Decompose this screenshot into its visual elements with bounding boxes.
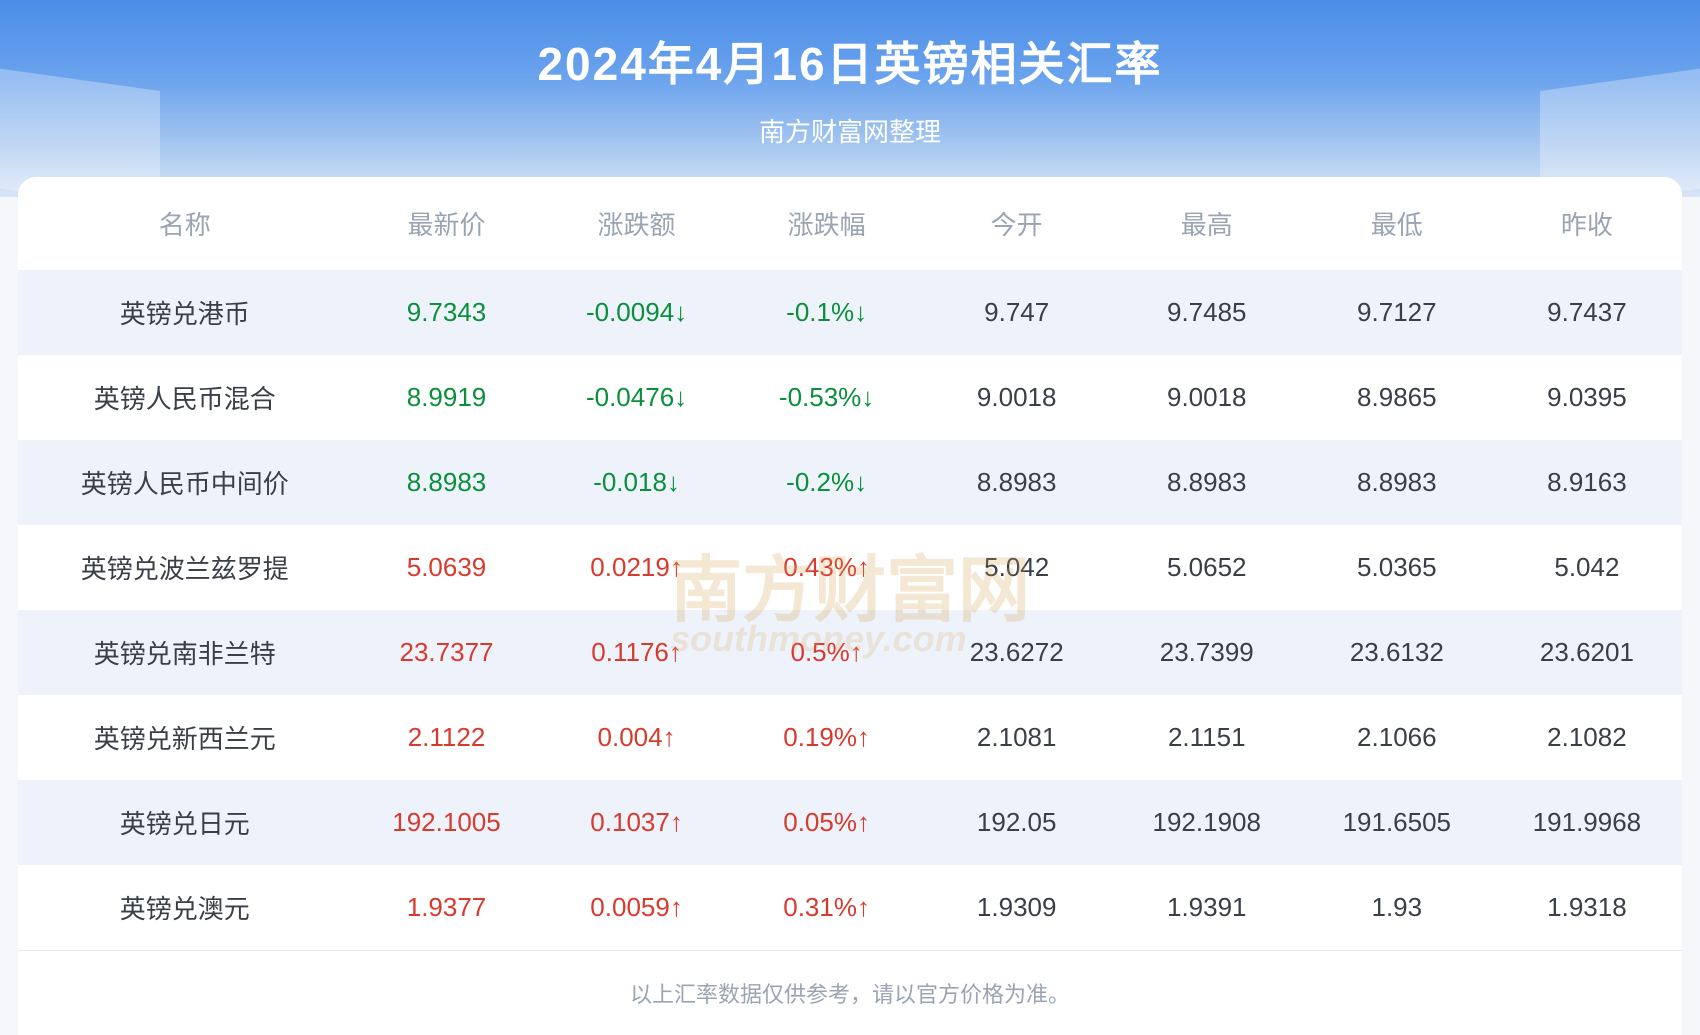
cell-high: 5.0652 (1112, 525, 1302, 610)
rates-table: 名称 最新价 涨跌额 涨跌幅 今开 最高 最低 昨收 英镑兑港币9.7343-0… (18, 177, 1682, 950)
cell-name: 英镑人民币混合 (18, 355, 351, 440)
cell-name: 英镑兑波兰兹罗提 (18, 525, 351, 610)
cell-chg: -0.018↓ (542, 440, 732, 525)
cell-prev: 23.6201 (1492, 610, 1682, 695)
table-row: 英镑人民币中间价8.8983-0.018↓-0.2%↓8.89838.89838… (18, 440, 1682, 525)
cell-prev: 2.1082 (1492, 695, 1682, 780)
col-open: 今开 (922, 177, 1112, 270)
cell-open: 1.9309 (922, 865, 1112, 950)
cell-last: 1.9377 (351, 865, 541, 950)
col-name: 名称 (18, 177, 351, 270)
cell-chg: -0.0476↓ (542, 355, 732, 440)
cell-pct: 0.31%↑ (732, 865, 922, 950)
col-pct: 涨跌幅 (732, 177, 922, 270)
cell-pct: -0.53%↓ (732, 355, 922, 440)
cell-prev: 9.7437 (1492, 270, 1682, 355)
cell-pct: -0.2%↓ (732, 440, 922, 525)
cell-name: 英镑兑日元 (18, 780, 351, 865)
cell-name: 英镑人民币中间价 (18, 440, 351, 525)
table-row: 英镑兑日元192.10050.1037↑0.05%↑192.05192.1908… (18, 780, 1682, 865)
cell-low: 23.6132 (1302, 610, 1492, 695)
cell-last: 2.1122 (351, 695, 541, 780)
cell-prev: 1.9318 (1492, 865, 1682, 950)
cell-last: 8.9919 (351, 355, 541, 440)
cell-prev: 9.0395 (1492, 355, 1682, 440)
page-container: 2024年4月16日英镑相关汇率 南方财富网整理 南方财富网 southmone… (0, 0, 1700, 1000)
table-row: 英镑兑澳元1.93770.0059↑0.31%↑1.93091.93911.93… (18, 865, 1682, 950)
cell-name: 英镑兑澳元 (18, 865, 351, 950)
cell-prev: 191.9968 (1492, 780, 1682, 865)
col-last: 最新价 (351, 177, 541, 270)
disclaimer: 以上汇率数据仅供参考，请以官方价格为准。 (18, 950, 1682, 1035)
cell-high: 9.0018 (1112, 355, 1302, 440)
cell-pct: 0.43%↑ (732, 525, 922, 610)
page-header: 2024年4月16日英镑相关汇率 南方财富网整理 (0, 0, 1700, 197)
cell-prev: 8.9163 (1492, 440, 1682, 525)
cell-last: 192.1005 (351, 780, 541, 865)
page-subtitle: 南方财富网整理 (0, 112, 1700, 149)
cell-pct: 0.19%↑ (732, 695, 922, 780)
cell-high: 8.8983 (1112, 440, 1302, 525)
page-title: 2024年4月16日英镑相关汇率 (0, 28, 1700, 94)
cell-high: 1.9391 (1112, 865, 1302, 950)
cell-low: 9.7127 (1302, 270, 1492, 355)
cell-open: 8.8983 (922, 440, 1112, 525)
cell-low: 191.6505 (1302, 780, 1492, 865)
cell-pct: 0.5%↑ (732, 610, 922, 695)
cell-chg: 0.004↑ (542, 695, 732, 780)
table-body: 英镑兑港币9.7343-0.0094↓-0.1%↓9.7479.74859.71… (18, 270, 1682, 950)
cell-low: 5.0365 (1302, 525, 1492, 610)
cell-last: 9.7343 (351, 270, 541, 355)
cell-last: 8.8983 (351, 440, 541, 525)
cell-low: 8.9865 (1302, 355, 1492, 440)
col-low: 最低 (1302, 177, 1492, 270)
col-prev: 昨收 (1492, 177, 1682, 270)
cell-low: 1.93 (1302, 865, 1492, 950)
cell-open: 9.747 (922, 270, 1112, 355)
cell-last: 23.7377 (351, 610, 541, 695)
cell-chg: 0.1037↑ (542, 780, 732, 865)
cell-pct: 0.05%↑ (732, 780, 922, 865)
table-row: 英镑兑南非兰特23.73770.1176↑0.5%↑23.627223.7399… (18, 610, 1682, 695)
cell-open: 2.1081 (922, 695, 1112, 780)
cell-name: 英镑兑港币 (18, 270, 351, 355)
cell-chg: -0.0094↓ (542, 270, 732, 355)
table-row: 英镑兑波兰兹罗提5.06390.0219↑0.43%↑5.0425.06525.… (18, 525, 1682, 610)
table-row: 英镑人民币混合8.9919-0.0476↓-0.53%↓9.00189.0018… (18, 355, 1682, 440)
cell-chg: 0.0059↑ (542, 865, 732, 950)
cell-high: 9.7485 (1112, 270, 1302, 355)
cell-high: 23.7399 (1112, 610, 1302, 695)
col-high: 最高 (1112, 177, 1302, 270)
table-row: 英镑兑新西兰元2.11220.004↑0.19%↑2.10812.11512.1… (18, 695, 1682, 780)
cell-last: 5.0639 (351, 525, 541, 610)
cell-open: 9.0018 (922, 355, 1112, 440)
cell-open: 5.042 (922, 525, 1112, 610)
cell-open: 192.05 (922, 780, 1112, 865)
table-head: 名称 最新价 涨跌额 涨跌幅 今开 最高 最低 昨收 (18, 177, 1682, 270)
cell-low: 2.1066 (1302, 695, 1492, 780)
cell-high: 192.1908 (1112, 780, 1302, 865)
rates-table-wrap: 南方财富网 southmoney.com 名称 最新价 涨跌额 涨跌幅 今开 最… (18, 177, 1682, 1035)
cell-prev: 5.042 (1492, 525, 1682, 610)
cell-pct: -0.1%↓ (732, 270, 922, 355)
col-chg: 涨跌额 (542, 177, 732, 270)
cell-low: 8.8983 (1302, 440, 1492, 525)
table-row: 英镑兑港币9.7343-0.0094↓-0.1%↓9.7479.74859.71… (18, 270, 1682, 355)
cell-open: 23.6272 (922, 610, 1112, 695)
cell-name: 英镑兑南非兰特 (18, 610, 351, 695)
cell-chg: 0.0219↑ (542, 525, 732, 610)
cell-name: 英镑兑新西兰元 (18, 695, 351, 780)
cell-high: 2.1151 (1112, 695, 1302, 780)
cell-chg: 0.1176↑ (542, 610, 732, 695)
